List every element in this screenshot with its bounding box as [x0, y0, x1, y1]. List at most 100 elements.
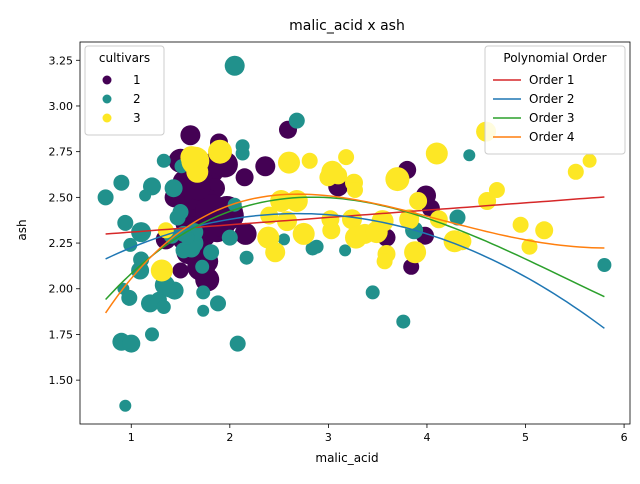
data-point	[329, 166, 348, 185]
y-tick-label: 2.25	[49, 237, 74, 250]
data-point	[122, 334, 141, 353]
data-point	[208, 139, 232, 164]
legend-box	[84, 45, 165, 136]
legend-title: cultivars	[99, 51, 150, 65]
chart-title: malic_acid x ash	[289, 18, 405, 34]
data-point	[288, 112, 305, 129]
y-tick-label: 3.00	[49, 100, 74, 113]
legend-marker	[102, 75, 112, 85]
legend-box	[484, 45, 626, 155]
data-point	[162, 283, 177, 298]
data-point	[365, 285, 380, 300]
data-point	[150, 259, 173, 282]
data-point	[239, 250, 254, 265]
legend-marker	[102, 94, 112, 104]
data-point	[404, 241, 427, 264]
data-point	[449, 209, 466, 226]
data-point	[210, 295, 226, 312]
data-point	[347, 182, 363, 198]
data-point	[180, 125, 201, 146]
data-point	[113, 174, 130, 191]
data-point	[119, 399, 132, 412]
data-point	[305, 241, 320, 256]
data-point	[453, 232, 472, 251]
data-point	[255, 156, 276, 177]
data-point	[197, 304, 210, 317]
legend-label: 2	[133, 92, 141, 106]
legend-marker	[102, 113, 112, 123]
legend-label: 1	[133, 73, 141, 87]
x-tick-label: 5	[522, 431, 529, 444]
legend-title: Polynomial Order	[503, 51, 606, 65]
data-point	[339, 244, 352, 257]
data-point	[164, 179, 183, 198]
data-point	[488, 182, 505, 198]
data-point	[203, 244, 220, 261]
points-layer	[97, 55, 612, 412]
data-point	[338, 149, 355, 166]
x-axis-label: malic_acid	[315, 451, 378, 465]
data-point	[186, 176, 211, 201]
data-point	[260, 206, 279, 225]
data-point	[409, 192, 428, 210]
data-point	[371, 210, 394, 233]
data-point	[265, 242, 286, 263]
legend-label: Order 3	[529, 111, 575, 125]
fit-line-order-2	[105, 212, 605, 329]
data-point	[597, 258, 612, 272]
data-point	[535, 221, 554, 240]
data-point	[139, 189, 152, 202]
data-point	[156, 153, 171, 168]
y-tick-label: 1.50	[49, 374, 74, 387]
y-tick-label: 3.25	[49, 54, 74, 67]
data-point	[376, 253, 393, 270]
data-point	[385, 167, 410, 192]
data-point	[321, 210, 340, 229]
series-cultivar-3	[150, 121, 597, 282]
data-point	[169, 209, 186, 226]
fit-line-order-4	[104, 193, 605, 314]
x-tick-label: 4	[423, 431, 430, 444]
data-point	[156, 300, 171, 314]
data-point	[145, 327, 159, 342]
x-tick-label: 6	[621, 431, 628, 444]
data-point	[292, 222, 315, 245]
y-tick-label: 1.75	[49, 328, 74, 341]
data-point	[123, 237, 138, 252]
y-tick-label: 2.50	[49, 191, 74, 204]
data-point	[195, 259, 210, 274]
data-point	[396, 314, 411, 329]
y-axis-label: ash	[15, 219, 29, 240]
data-point	[582, 153, 597, 168]
data-point	[425, 142, 448, 165]
data-point	[278, 151, 300, 174]
legend-cultivars: cultivars 1 2 3	[84, 45, 165, 136]
data-point	[97, 189, 114, 206]
data-point	[221, 229, 238, 246]
data-point	[235, 168, 254, 187]
y-tick-label: 2.00	[49, 283, 74, 296]
data-point	[196, 285, 211, 300]
data-point	[229, 335, 246, 352]
legend-label: Order 2	[529, 92, 575, 106]
data-point	[512, 216, 529, 233]
legend-label: Order 1	[529, 73, 575, 87]
data-point	[463, 149, 476, 162]
data-point	[224, 55, 245, 76]
axes-frame	[79, 41, 631, 425]
legend-label: Order 4	[529, 130, 575, 144]
data-point	[342, 209, 362, 230]
data-point	[172, 262, 189, 279]
x-axis: 1 2 3 4 5 6	[128, 424, 628, 444]
legend-polynomial-order: Polynomial Order Order 1 Order 2 Order 3 Ord…	[484, 45, 626, 155]
fit-line-order-3	[105, 196, 605, 301]
data-point	[117, 214, 134, 231]
x-tick-label: 1	[128, 431, 135, 444]
legend-label: 3	[133, 111, 141, 125]
data-point	[301, 152, 318, 169]
series-cultivar-2	[97, 55, 612, 412]
data-point	[521, 238, 538, 255]
y-tick-label: 2.75	[49, 146, 74, 159]
